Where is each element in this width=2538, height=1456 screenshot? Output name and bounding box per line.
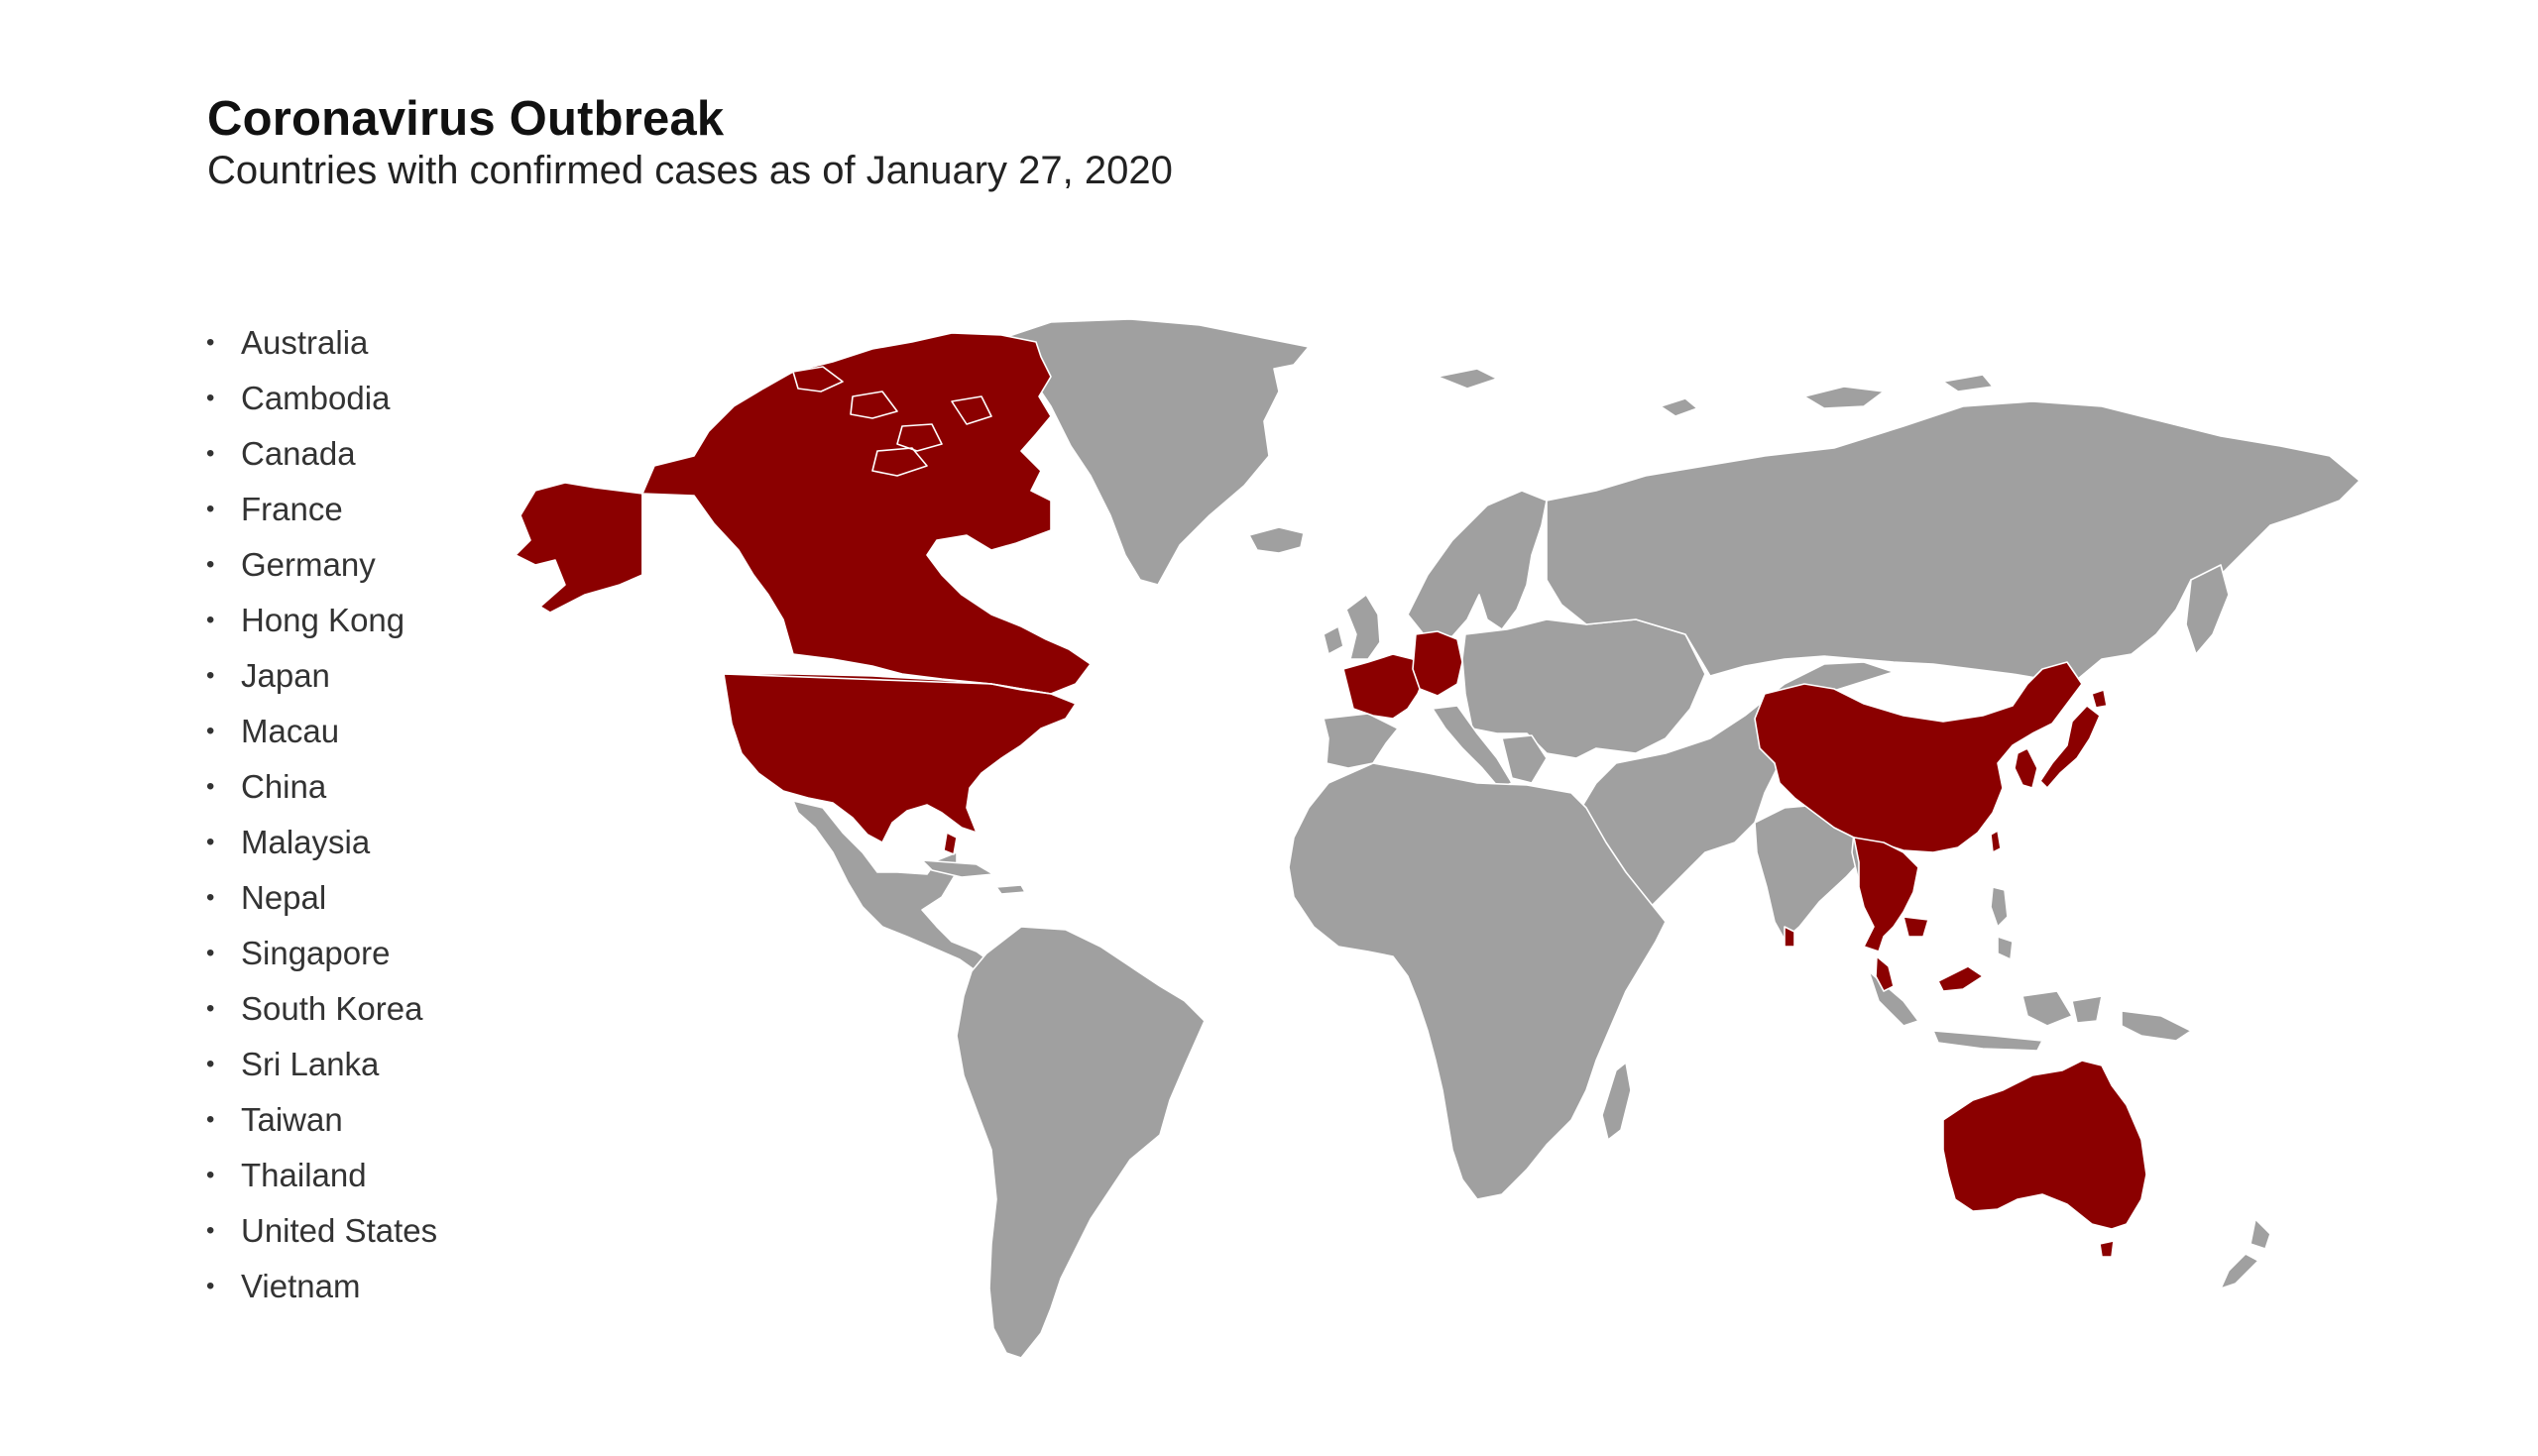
country-label: France xyxy=(241,491,343,527)
bullet-icon: • xyxy=(206,773,215,800)
australia xyxy=(1942,1060,2147,1230)
country-label: Vietnam xyxy=(241,1268,361,1304)
list-item: • China xyxy=(206,759,437,815)
europe-east xyxy=(1461,618,1706,759)
bullet-icon: • xyxy=(206,662,215,689)
madagascar xyxy=(1601,1062,1632,1141)
list-item: • Cambodia xyxy=(206,371,437,426)
us-canada-border xyxy=(723,673,1052,695)
bullet-icon: • xyxy=(206,1051,215,1077)
tasmania xyxy=(2099,1240,2115,1258)
list-item: • Japan xyxy=(206,648,437,704)
map-title: Coronavirus Outbreak xyxy=(207,92,725,146)
greenland xyxy=(990,318,1310,586)
list-item: • Vietnam xyxy=(206,1259,437,1314)
iberia xyxy=(1323,713,1399,769)
bullet-icon: • xyxy=(206,496,215,522)
list-item: • Canada xyxy=(206,426,437,482)
malaysia xyxy=(1875,955,1984,992)
canada-region xyxy=(641,332,1092,695)
france xyxy=(1342,653,1427,720)
country-label: Japan xyxy=(241,657,330,694)
country-label: United States xyxy=(241,1212,438,1249)
bullet-icon: • xyxy=(206,940,215,966)
affected-land xyxy=(515,332,2147,1258)
caribbean xyxy=(921,859,1026,895)
world-map xyxy=(515,318,2361,1359)
sri-lanka xyxy=(1784,926,1795,948)
united-states xyxy=(723,673,1077,843)
country-label: Canada xyxy=(241,435,356,472)
country-label: Singapore xyxy=(241,935,391,971)
country-label: Australia xyxy=(241,324,369,361)
country-label: Nepal xyxy=(241,879,327,916)
bullet-icon: • xyxy=(206,385,215,411)
list-item: • United States xyxy=(206,1203,437,1259)
south-america xyxy=(956,926,1206,1359)
list-item: • Australia xyxy=(206,315,437,371)
china xyxy=(1754,661,2083,853)
bullet-icon: • xyxy=(206,718,215,744)
list-item: • Nepal xyxy=(206,870,437,926)
country-label: Thailand xyxy=(241,1157,367,1193)
new-zealand xyxy=(2220,1218,2271,1289)
scandinavia xyxy=(1407,490,1548,640)
uk-ireland xyxy=(1323,594,1381,660)
country-label: South Korea xyxy=(241,990,423,1027)
country-label: Hong Kong xyxy=(241,602,405,638)
country-label: Germany xyxy=(241,546,376,583)
bullet-icon: • xyxy=(206,1106,215,1133)
list-item: • Sri Lanka xyxy=(206,1037,437,1092)
country-label: Taiwan xyxy=(241,1101,343,1138)
country-label: Malaysia xyxy=(241,824,371,860)
japan xyxy=(2039,689,2108,789)
bullet-icon: • xyxy=(206,1273,215,1299)
list-item: • Macau xyxy=(206,704,437,759)
bullet-icon: • xyxy=(206,1217,215,1244)
country-label: Sri Lanka xyxy=(241,1046,380,1082)
country-list: • Australia • Cambodia • Canada • France • Ge… xyxy=(206,315,437,1314)
unaffected-land xyxy=(792,318,2361,1359)
list-item: • Singapore xyxy=(206,926,437,981)
bullet-icon: • xyxy=(206,329,215,356)
bullet-icon: • xyxy=(206,884,215,911)
list-item: • Taiwan xyxy=(206,1092,437,1148)
list-item: • France xyxy=(206,482,437,537)
arctic-islands xyxy=(1437,368,1994,417)
bullet-icon: • xyxy=(206,995,215,1022)
list-item: • Germany xyxy=(206,537,437,593)
mexico-central-america xyxy=(792,800,1002,980)
canada-arctic-islands xyxy=(792,366,992,477)
bullet-icon: • xyxy=(206,1162,215,1188)
kamchatka xyxy=(2185,564,2230,655)
germany xyxy=(1412,630,1463,697)
africa xyxy=(1288,762,1667,1200)
bullet-icon: • xyxy=(206,440,215,467)
alaska xyxy=(515,482,643,614)
hawaii-detail xyxy=(943,832,958,855)
korea xyxy=(2014,747,2038,789)
country-label: China xyxy=(241,768,327,805)
iceland xyxy=(1248,526,1305,554)
taiwan xyxy=(1990,830,2002,853)
list-item: • Malaysia xyxy=(206,815,437,870)
bullet-icon: • xyxy=(206,829,215,855)
philippines xyxy=(1990,886,2014,960)
list-item: • Hong Kong xyxy=(206,593,437,648)
map-subtitle: Countries with confirmed cases as of Jan… xyxy=(207,149,1173,192)
russia xyxy=(1546,400,2361,685)
country-label: Cambodia xyxy=(241,380,391,416)
southeast-asia xyxy=(1853,837,1929,952)
list-item: • South Korea xyxy=(206,981,437,1037)
country-label: Macau xyxy=(241,713,340,749)
bullet-icon: • xyxy=(206,607,215,633)
bullet-icon: • xyxy=(206,551,215,578)
list-item: • Thailand xyxy=(206,1148,437,1203)
